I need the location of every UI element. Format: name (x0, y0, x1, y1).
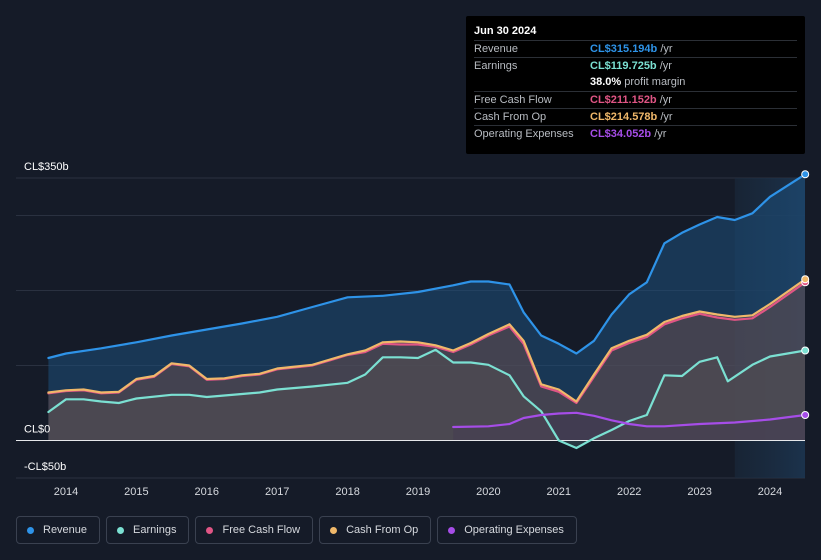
tooltip-value: CL$34.052b /yr (590, 128, 667, 140)
free-cash-flow-area (48, 282, 805, 441)
x-tick-label: 2019 (406, 486, 430, 498)
legend-label: Cash From Op (346, 524, 419, 536)
tooltip-value: CL$214.578b /yr (590, 111, 673, 123)
tooltip-label: Cash From Op (474, 111, 547, 123)
tooltip-label: Revenue (474, 43, 519, 55)
legend-dot-icon (117, 526, 125, 534)
x-tick-label: 2016 (195, 486, 219, 498)
x-tick-label: 2024 (758, 486, 782, 498)
series-lines (47, 173, 807, 450)
cash-from-op-end-marker (801, 275, 810, 284)
legend-free-cash-flow-toggle[interactable]: Free Cash Flow (195, 516, 314, 544)
legend-label: Earnings (133, 524, 177, 536)
legend-dot-icon (330, 526, 338, 534)
series-end-markers (801, 170, 810, 419)
x-tick-label: 2023 (687, 486, 711, 498)
legend-dot-icon (27, 526, 34, 534)
tooltip-row-operating-expenses: Operating Expenses CL$34.052b /yr (474, 125, 797, 142)
operating-expenses-line (452, 411, 807, 429)
y-tick-label: CL$350b (24, 161, 69, 173)
x-tick-label: 2018 (335, 486, 359, 498)
tooltip-label: Earnings (474, 60, 518, 72)
tooltip-row-revenue: Revenue CL$315.194b /yr (474, 40, 797, 57)
y-tick-label: CL$0 (24, 424, 50, 436)
x-tick-label: 2017 (265, 486, 289, 498)
legend-label: Free Cash Flow (222, 524, 301, 536)
tooltip-value: 38.0% profit margin (590, 76, 686, 88)
legend-operating-expenses-toggle[interactable]: Operating Expenses (437, 516, 577, 544)
data-tooltip: Jun 30 2024 Revenue CL$315.194b /yr Earn… (466, 16, 805, 154)
tooltip-label: Free Cash Flow (474, 94, 552, 106)
x-axis-labels: 2014 2015 2016 2017 2018 2019 2020 2021 2022 2023… (54, 486, 782, 498)
cash-from-op-line (47, 278, 807, 403)
y-tick-label: -CL$50b (24, 461, 66, 473)
tooltip-row-free-cash-flow: Free Cash Flow CL$211.152b /yr (474, 91, 797, 108)
cash-from-op-area (48, 279, 805, 441)
tooltip-label: Operating Expenses (474, 128, 574, 140)
tooltip-row-earnings: Earnings CL$119.725b /yr (474, 57, 797, 74)
legend-label: Revenue (43, 524, 88, 536)
legend-earnings-toggle[interactable]: Earnings (106, 516, 190, 544)
revenue-area (48, 178, 805, 441)
tooltip-value: CL$315.194b /yr (590, 43, 673, 55)
y-axis-labels: CL$350b CL$0 -CL$50b (24, 161, 69, 473)
x-tick-label: 2014 (54, 486, 78, 498)
chart-legend: Revenue Earnings Free Cash Flow Cash Fro… (16, 516, 577, 546)
legend-cash-from-op-toggle[interactable]: Cash From Op (319, 516, 432, 544)
x-tick-label: 2015 (124, 486, 148, 498)
operating-expenses-area (453, 412, 805, 441)
legend-label: Operating Expenses (464, 524, 564, 536)
legend-revenue-toggle[interactable]: Revenue (16, 516, 101, 544)
tooltip-date: Jun 30 2024 (474, 25, 537, 37)
earnings-end-marker (801, 346, 810, 355)
tooltip-value: CL$119.725b /yr (590, 60, 672, 72)
x-tick-label: 2021 (547, 486, 571, 498)
earnings-area (48, 349, 805, 448)
operating-expenses-end-marker (801, 411, 810, 419)
tooltip-value: CL$211.152b /yr (590, 94, 672, 106)
x-tick-label: 2022 (617, 486, 641, 498)
revenue-line (47, 173, 807, 360)
legend-dot-icon (448, 526, 456, 534)
revenue-end-marker (801, 170, 810, 179)
x-tick-label: 2020 (476, 486, 500, 498)
area-fills (48, 178, 805, 448)
tooltip-row-cash-from-op: Cash From Op CL$214.578b /yr (474, 108, 797, 125)
earnings-line (47, 348, 807, 450)
legend-dot-icon (206, 526, 214, 534)
tooltip-row-profit-margin: 38.0% profit margin (474, 74, 797, 91)
